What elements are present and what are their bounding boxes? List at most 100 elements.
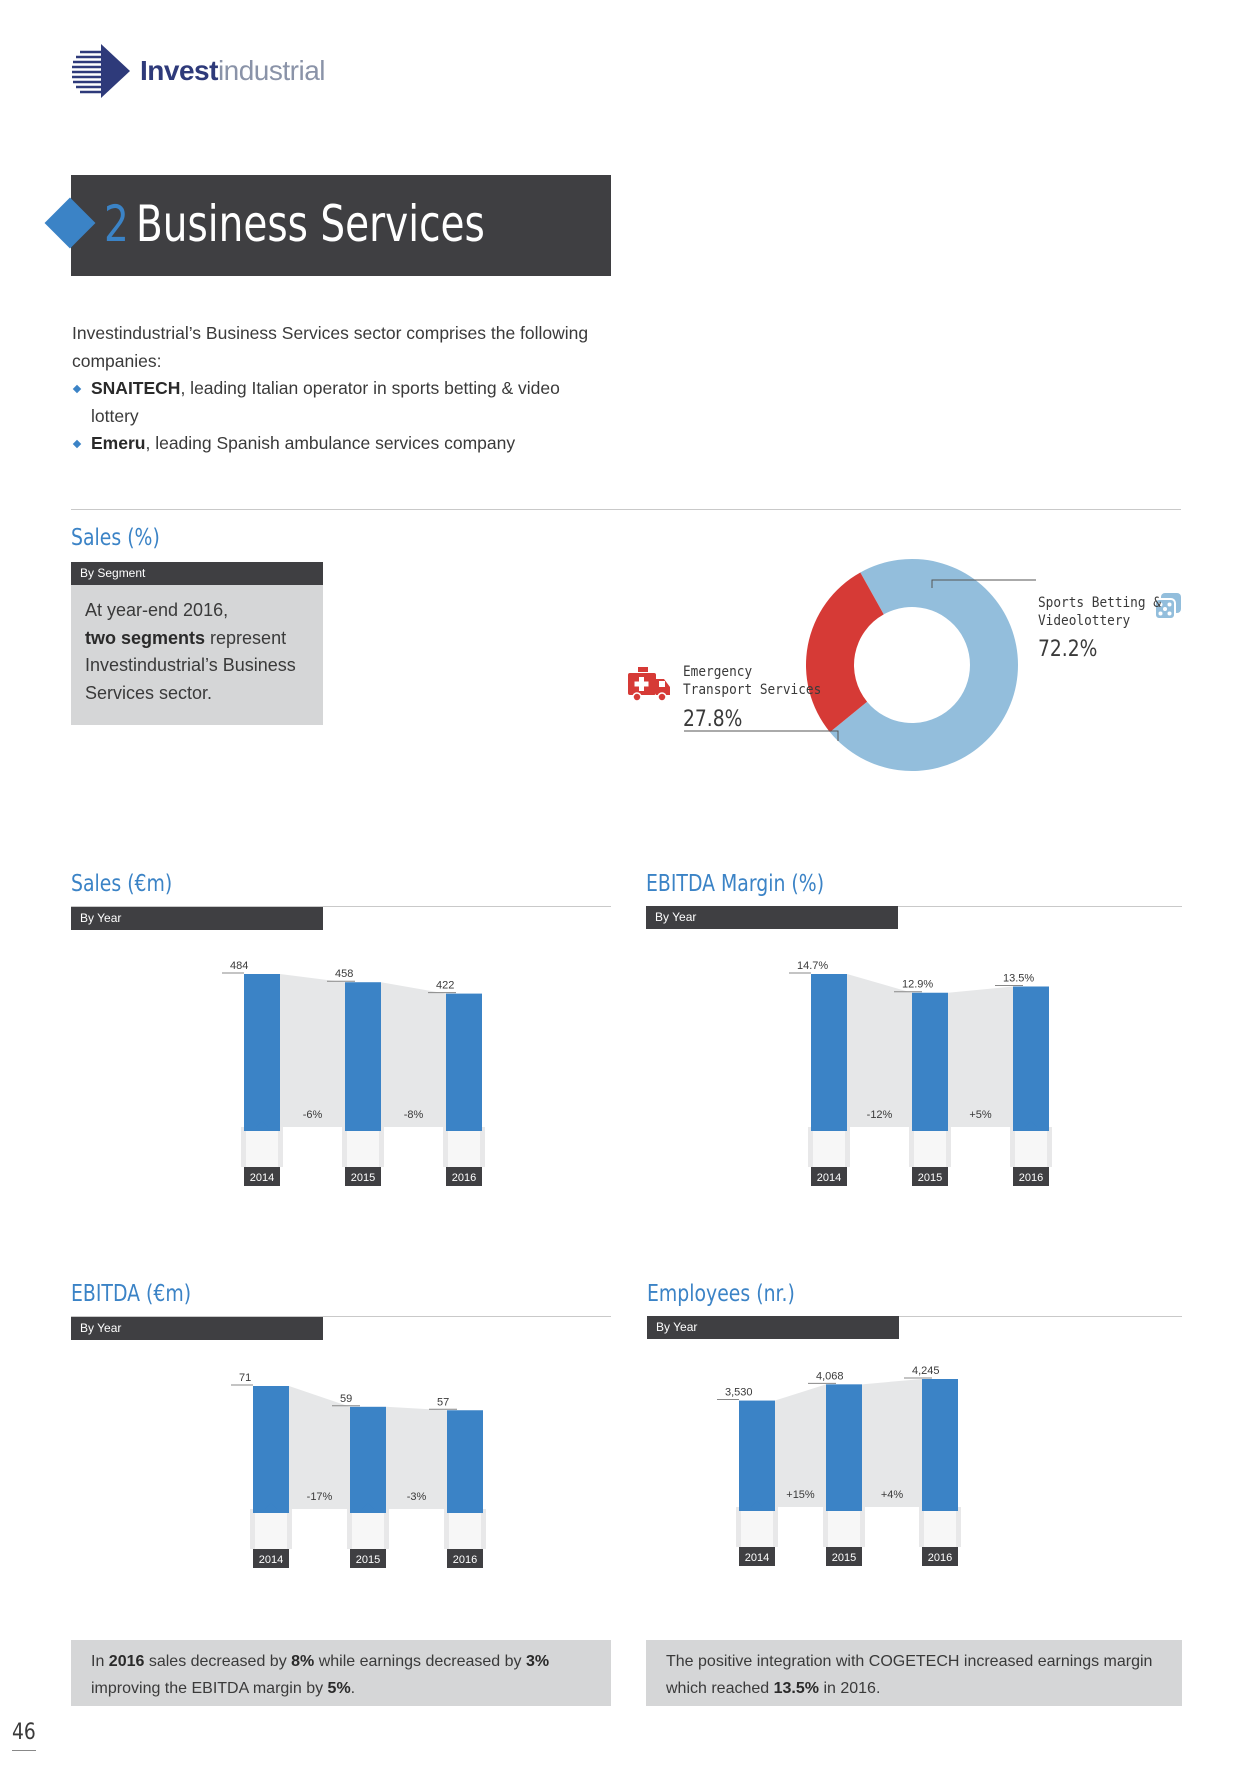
change-label: -3% <box>407 1491 427 1503</box>
sales-segment-donut-chart <box>628 559 1181 771</box>
change-band <box>775 1384 826 1507</box>
sales-eur-tag: By Year <box>71 907 323 930</box>
bar <box>446 993 482 1127</box>
value-label: 484 <box>230 960 248 972</box>
bar-pedestal-highlight <box>924 1507 956 1547</box>
employees-heading: Employees (nr.) <box>647 1281 795 1307</box>
bar <box>922 1379 958 1507</box>
sales-pct-heading: Sales (%) <box>71 525 160 551</box>
divider <box>71 906 611 907</box>
ebitda-margin-bar-chart: -12% +5% 2014 14.7% 2015 12.9% 2016 13.5% <box>789 960 1052 1186</box>
donut-label-sports: Sports Betting & Videolottery <box>1038 595 1161 629</box>
ebitda-eur-tag: By Year <box>71 1317 323 1340</box>
year-tag <box>350 1549 386 1568</box>
employees-bar-chart: +15% +4% 2014 3,530 2015 4,068 2016 4,245 <box>717 1365 961 1566</box>
year-label: 2014 <box>259 1554 283 1566</box>
bar <box>912 992 948 1127</box>
bar-cap <box>350 1503 386 1513</box>
value-label: 458 <box>335 968 353 980</box>
value-label: 13.5% <box>1003 972 1034 984</box>
section-title: Business Services <box>136 195 485 253</box>
leader-line <box>931 579 1036 588</box>
ebitda-eur-bar-chart: -17% -3% 2014 71 2015 59 2016 57 <box>231 1372 486 1568</box>
change-label: -6% <box>303 1109 323 1121</box>
year-label: 2016 <box>1019 1172 1043 1184</box>
change-band <box>847 974 912 1127</box>
bar-pedestal-highlight <box>448 1127 480 1167</box>
year-tag <box>811 1167 847 1186</box>
donut-value-emergency: 27.8% <box>683 707 743 732</box>
bar-pedestal-highlight <box>828 1507 860 1547</box>
year-tag <box>922 1547 958 1566</box>
change-label: -17% <box>307 1491 333 1503</box>
bar-pedestal-highlight <box>255 1509 287 1549</box>
ebitda-eur-heading: EBITDA (€m) <box>71 1281 192 1307</box>
change-label: -12% <box>867 1109 893 1121</box>
bar-cap <box>922 1501 958 1511</box>
change-label: -8% <box>404 1109 424 1121</box>
year-tag <box>447 1549 483 1568</box>
divider <box>646 906 1182 907</box>
bar <box>350 1406 386 1509</box>
ambulance-icon <box>628 667 670 702</box>
donut-slice <box>806 572 884 733</box>
year-tag <box>253 1549 289 1568</box>
year-label: 2016 <box>453 1554 477 1566</box>
year-tag <box>912 1167 948 1186</box>
bar-pedestal-highlight <box>449 1509 481 1549</box>
bar-pedestal-highlight <box>1015 1127 1047 1167</box>
change-band <box>280 974 345 1127</box>
bar-cap <box>447 1503 483 1513</box>
list-item: SNAITECH, leading Italian operator in sp… <box>72 375 592 430</box>
bar-cap <box>244 1121 280 1131</box>
bar-cap <box>1013 1121 1049 1131</box>
value-label: 4,068 <box>816 1370 844 1382</box>
list-item: Emeru, leading Spanish ambulance service… <box>72 430 592 458</box>
section-title-bar <box>71 175 611 276</box>
note-left: In 2016 sales decreased by 8% while earn… <box>71 1640 611 1706</box>
value-label: 14.7% <box>797 960 828 972</box>
intro-text: Investindustrial’s Business Services sec… <box>72 320 592 458</box>
bar-cap <box>253 1503 289 1513</box>
bar <box>345 982 381 1127</box>
company-list: SNAITECH, leading Italian operator in sp… <box>72 375 592 458</box>
bar <box>739 1400 775 1507</box>
year-label: 2016 <box>452 1172 476 1184</box>
ebitda-margin-heading: EBITDA Margin (%) <box>646 871 825 897</box>
year-label: 2015 <box>351 1172 375 1184</box>
change-band <box>862 1379 922 1507</box>
year-label: 2015 <box>356 1554 380 1566</box>
employees-tag: By Year <box>647 1316 899 1339</box>
bar-cap <box>811 1121 847 1131</box>
bar <box>826 1384 862 1507</box>
year-label: 2015 <box>918 1172 942 1184</box>
year-tag <box>345 1167 381 1186</box>
bar <box>1013 986 1049 1127</box>
change-band <box>289 1386 350 1509</box>
intro-lead: Investindustrial’s Business Services sec… <box>72 323 589 371</box>
value-label: 12.9% <box>902 979 933 991</box>
value-label: 3,530 <box>725 1387 753 1399</box>
bar-pedestal-highlight <box>246 1127 278 1167</box>
year-label: 2016 <box>928 1552 952 1564</box>
sales-pct-tag: By Segment <box>71 562 323 585</box>
bar-cap <box>826 1501 862 1511</box>
change-label: +5% <box>969 1109 992 1121</box>
sales-eur-bar-chart: -6% -8% 2014 484 2015 458 2016 422 <box>222 960 485 1186</box>
ebitda-margin-tag: By Year <box>646 906 898 929</box>
bar <box>811 974 847 1127</box>
page-number-rule <box>12 1750 36 1751</box>
sales-eur-heading: Sales (€m) <box>71 871 173 897</box>
year-tag <box>739 1547 775 1566</box>
sales-pct-info-box <box>71 585 323 725</box>
bar <box>253 1386 289 1509</box>
logo-wordmark: Investindustrial <box>140 55 326 86</box>
donut-slice <box>829 559 1018 771</box>
bar-cap <box>345 1121 381 1131</box>
year-label: 2014 <box>817 1172 841 1184</box>
bar-cap <box>446 1121 482 1131</box>
bar-cap <box>912 1121 948 1131</box>
value-label: 59 <box>340 1393 352 1405</box>
value-label: 4,245 <box>912 1365 940 1377</box>
donut-value-sports: 72.2% <box>1038 637 1098 662</box>
